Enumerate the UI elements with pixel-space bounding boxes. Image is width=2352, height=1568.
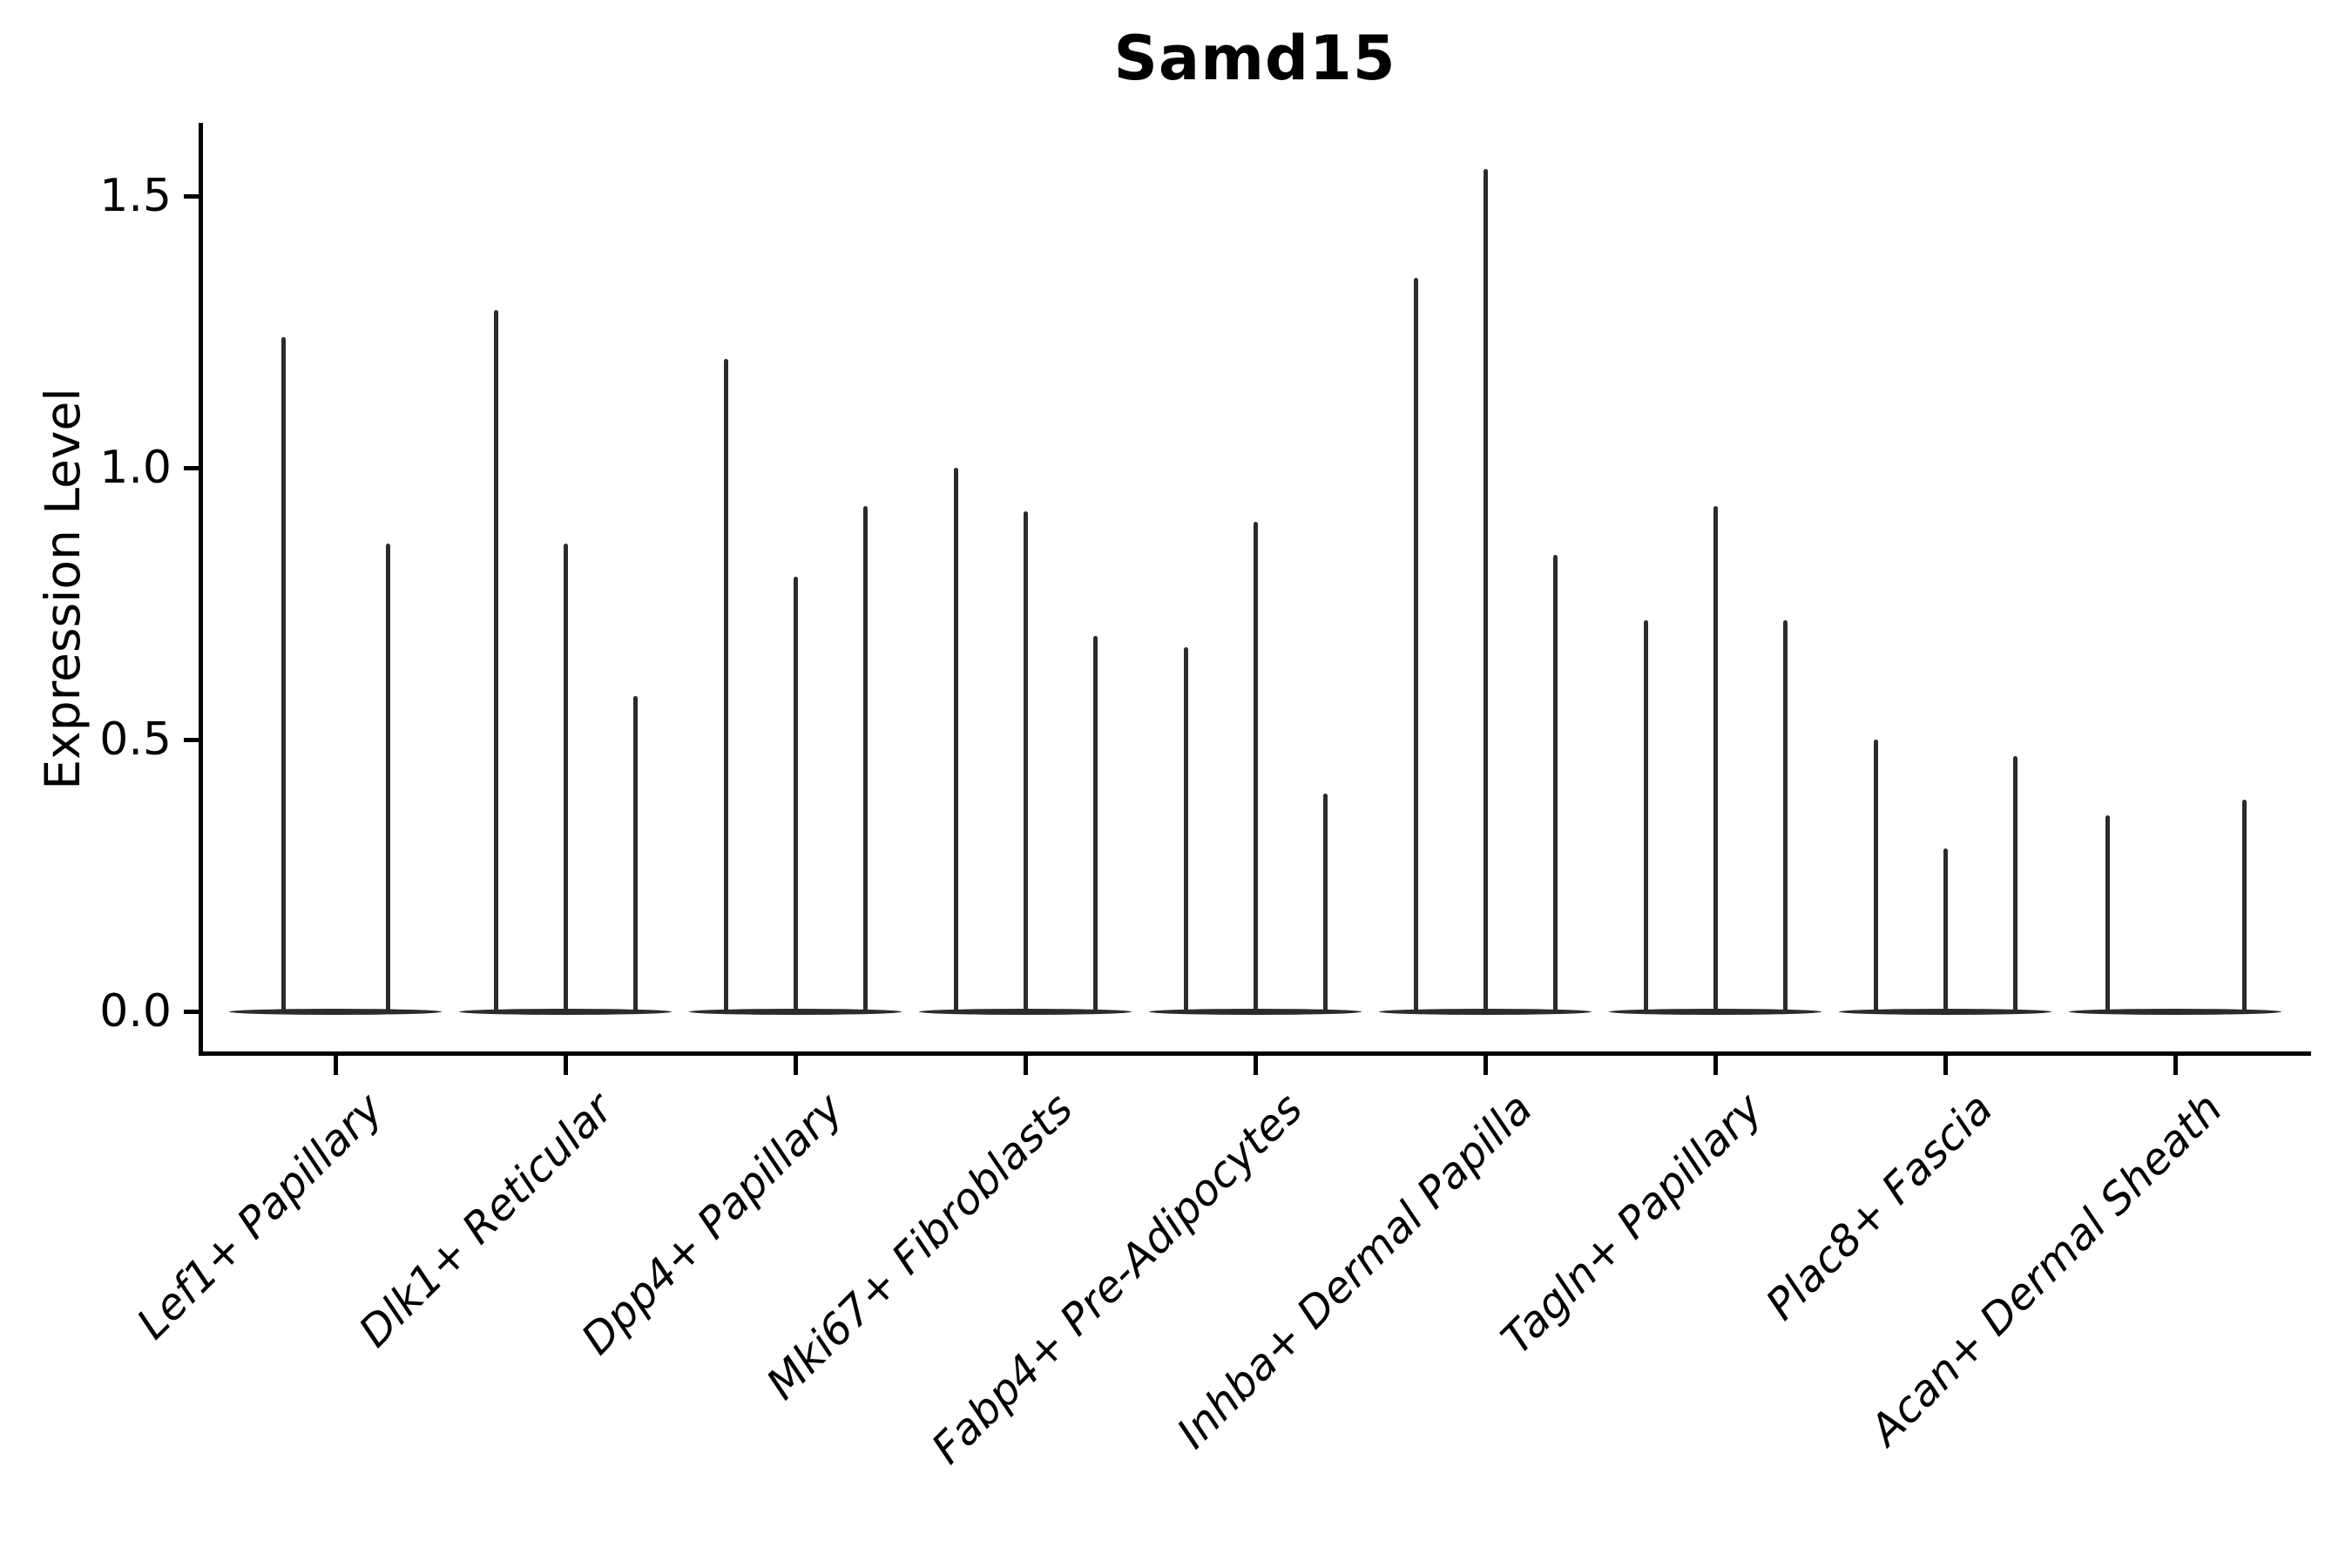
x-tick xyxy=(793,1056,798,1075)
violin-spike xyxy=(793,576,798,1011)
x-axis-label: Dlk1+ Reticular xyxy=(348,1084,623,1357)
violin-spike xyxy=(1483,168,1488,1011)
violin-spike xyxy=(632,696,638,1011)
violin-spike xyxy=(493,310,498,1011)
violin-spike xyxy=(2012,755,2017,1011)
violin-spike xyxy=(1552,554,1558,1011)
x-tick xyxy=(1943,1056,1948,1075)
violin-baseline xyxy=(229,1008,442,1015)
x-tick xyxy=(1253,1056,1258,1075)
violin-spike xyxy=(563,544,568,1011)
x-tick xyxy=(1023,1056,1028,1075)
violin-spike xyxy=(1873,740,1878,1011)
y-axis-spine xyxy=(198,123,203,1056)
violin-spike xyxy=(1183,646,1188,1011)
y-tick xyxy=(183,1009,199,1014)
violin-spike xyxy=(862,505,868,1011)
x-tick xyxy=(333,1056,338,1075)
violin-baseline xyxy=(1609,1008,1821,1015)
x-tick xyxy=(2173,1056,2178,1075)
y-tick xyxy=(183,465,199,470)
x-tick xyxy=(1713,1056,1718,1075)
violin-spike xyxy=(1023,510,1028,1011)
violin-baseline xyxy=(1379,1008,1592,1015)
violin-baseline xyxy=(459,1008,672,1015)
x-tick xyxy=(563,1056,568,1075)
y-tick-label: 1.0 xyxy=(99,441,172,494)
violin-baseline xyxy=(1839,1008,2051,1015)
violin-spike xyxy=(1713,505,1718,1011)
violin-spike xyxy=(385,544,390,1011)
y-tick-label: 0.0 xyxy=(99,984,172,1037)
violin-spike xyxy=(280,337,286,1011)
x-tick xyxy=(1483,1056,1488,1075)
y-axis-title: Expression Level xyxy=(35,388,91,790)
x-axis-spine xyxy=(198,1051,2311,1056)
violin-spike xyxy=(1092,636,1098,1011)
violin-spike xyxy=(1643,619,1648,1011)
violin-spike xyxy=(1322,794,1328,1011)
violin-spike xyxy=(1413,277,1418,1011)
violin-spike xyxy=(1943,848,1948,1011)
violin-spike xyxy=(2105,815,2110,1011)
y-tick-label: 0.5 xyxy=(99,713,172,766)
x-axis-label: Plac8+ Fascia xyxy=(1755,1084,2003,1330)
violin-baseline xyxy=(689,1008,902,1015)
y-tick-label: 1.5 xyxy=(99,169,172,222)
violin-baseline xyxy=(919,1008,1132,1015)
x-axis-label: Lef1+ Papillary xyxy=(127,1084,393,1349)
violin-baseline xyxy=(2069,1008,2281,1015)
x-axis-label: Fabp4+ Pre-Adipocytes xyxy=(922,1084,1313,1474)
violin-spike xyxy=(953,468,958,1011)
violin-spike xyxy=(1253,522,1258,1011)
y-tick xyxy=(183,737,199,742)
y-tick xyxy=(183,193,199,199)
violin-spike xyxy=(1782,619,1788,1011)
violin-spike xyxy=(723,359,728,1011)
chart-title: Samd15 xyxy=(1113,23,1396,94)
violin-spike xyxy=(2241,799,2247,1011)
violin-baseline xyxy=(1149,1008,1362,1015)
